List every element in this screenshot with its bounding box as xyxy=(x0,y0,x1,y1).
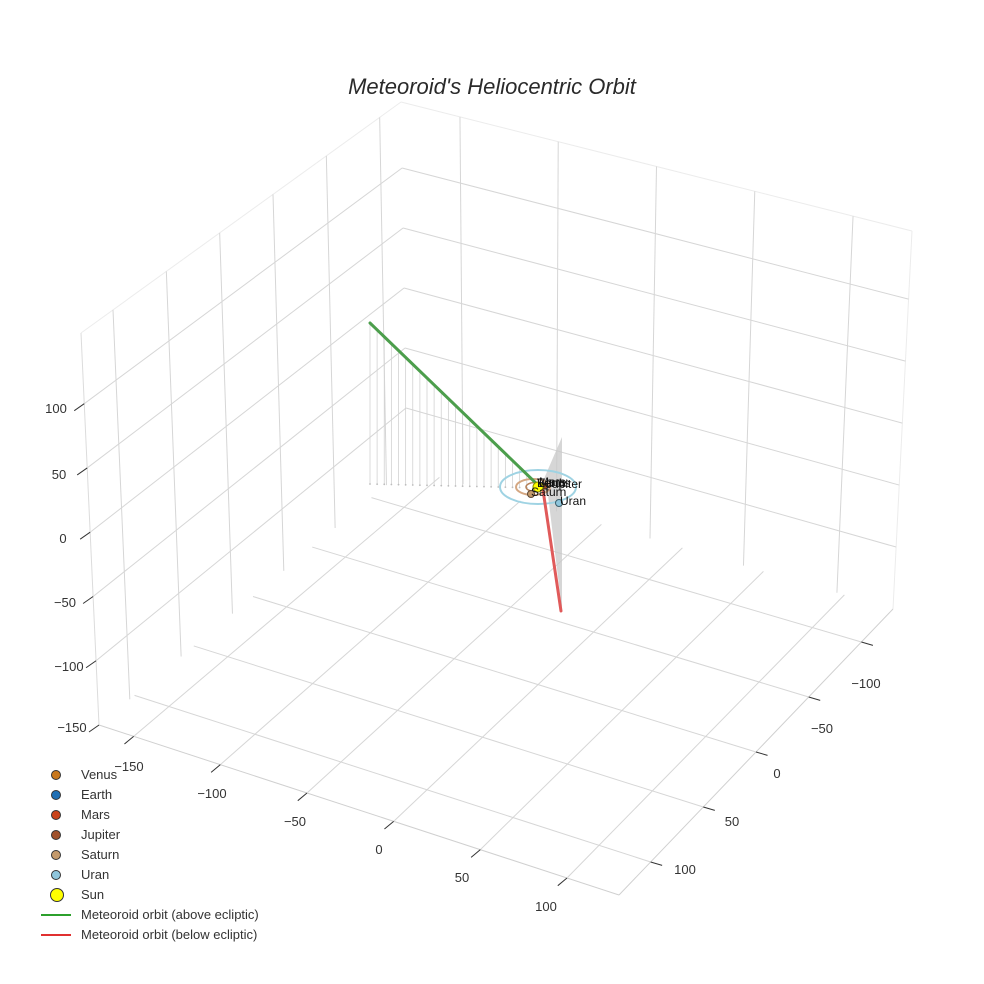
legend-item-meteoroid-orbit-above-ecliptic[interactable]: Meteoroid orbit (above ecliptic) xyxy=(38,905,259,925)
legend-label: Mars xyxy=(81,807,110,822)
legend-label: Earth xyxy=(81,787,113,802)
sun-marker xyxy=(532,481,544,493)
orbit-below-line xyxy=(541,488,563,613)
planet-markers xyxy=(527,481,563,507)
legend-marker-icon xyxy=(51,790,61,800)
legend-label: Meteoroid orbit (above ecliptic) xyxy=(81,907,259,922)
legend-item-saturn[interactable]: Saturn xyxy=(38,845,259,865)
legend-line-swatch xyxy=(41,934,71,936)
legend-marker-icon xyxy=(50,888,64,902)
z-tick-label: 0 xyxy=(59,531,66,546)
z-tick-label: −100 xyxy=(54,659,83,674)
x-tick-label: −100 xyxy=(197,786,226,801)
x-tick-label: 0 xyxy=(375,842,382,857)
planet-label-uran: Uran xyxy=(560,494,586,508)
legend-item-meteoroid-orbit-below-ecliptic[interactable]: Meteoroid orbit (below ecliptic) xyxy=(38,925,259,945)
z-tick-label: 50 xyxy=(52,467,66,482)
z-tick-label: −50 xyxy=(54,595,76,610)
z-tick-label: −150 xyxy=(57,720,86,735)
meteoroid-orbits xyxy=(368,321,563,613)
y-tick-label: 100 xyxy=(674,862,696,877)
legend-marker-icon xyxy=(51,870,61,880)
grid-lines xyxy=(80,101,913,896)
x-tick-label: −50 xyxy=(284,814,306,829)
legend-item-mars[interactable]: Mars xyxy=(38,805,259,825)
z-tick-label: 100 xyxy=(45,401,67,416)
x-tick-label: 100 xyxy=(535,899,557,914)
y-tick-label: −50 xyxy=(811,721,833,736)
legend-label: Meteoroid orbit (below ecliptic) xyxy=(81,927,258,942)
planet-label-jupiter: Jupiter xyxy=(546,477,582,491)
legend-label: Venus xyxy=(81,767,118,782)
legend-item-venus[interactable]: Venus xyxy=(38,765,259,785)
legend-label: Saturn xyxy=(81,847,120,862)
axis-tick-labels: 100 50 0 −50 −100 −150 −150 −100 −50 0 50 100 −100 −5… xyxy=(45,401,881,914)
legend-item-earth[interactable]: Earth xyxy=(38,785,259,805)
projection-drop-lines xyxy=(369,323,542,489)
planet-label-earth: Earth xyxy=(537,476,566,490)
legend-label: Sun xyxy=(81,887,105,902)
vertical-plane xyxy=(540,437,562,610)
legend-label: Uran xyxy=(81,867,110,882)
orbit-above-line xyxy=(368,321,543,490)
legend-marker-icon xyxy=(51,850,61,860)
chart-title: Meteoroid's Heliocentric Orbit xyxy=(348,74,636,99)
planet-label-mars: Mars xyxy=(539,475,566,489)
planet-label-venus: Venus xyxy=(537,476,570,490)
legend-marker-icon xyxy=(51,810,61,820)
legend-label: Jupiter xyxy=(81,827,121,842)
y-tick-label: 0 xyxy=(773,766,780,781)
axis-ticks xyxy=(73,403,874,887)
legend-item-sun[interactable]: Sun xyxy=(38,885,259,905)
y-tick-label: 50 xyxy=(725,814,739,829)
legend: Venus Earth Mars Jupiter Saturn Uran Sun Meteor… xyxy=(38,765,259,945)
legend-marker-icon xyxy=(51,770,61,780)
x-tick-label: 50 xyxy=(455,870,469,885)
legend-marker-icon xyxy=(51,830,61,840)
x-tick-label: −150 xyxy=(114,759,143,774)
planet-label-saturn: Saturn xyxy=(531,485,566,499)
legend-line-swatch xyxy=(41,914,71,916)
legend-item-uran[interactable]: Uran xyxy=(38,865,259,885)
y-tick-label: −100 xyxy=(851,676,880,691)
legend-item-jupiter[interactable]: Jupiter xyxy=(38,825,259,845)
uran-marker xyxy=(555,499,563,507)
saturn-marker xyxy=(527,490,535,498)
